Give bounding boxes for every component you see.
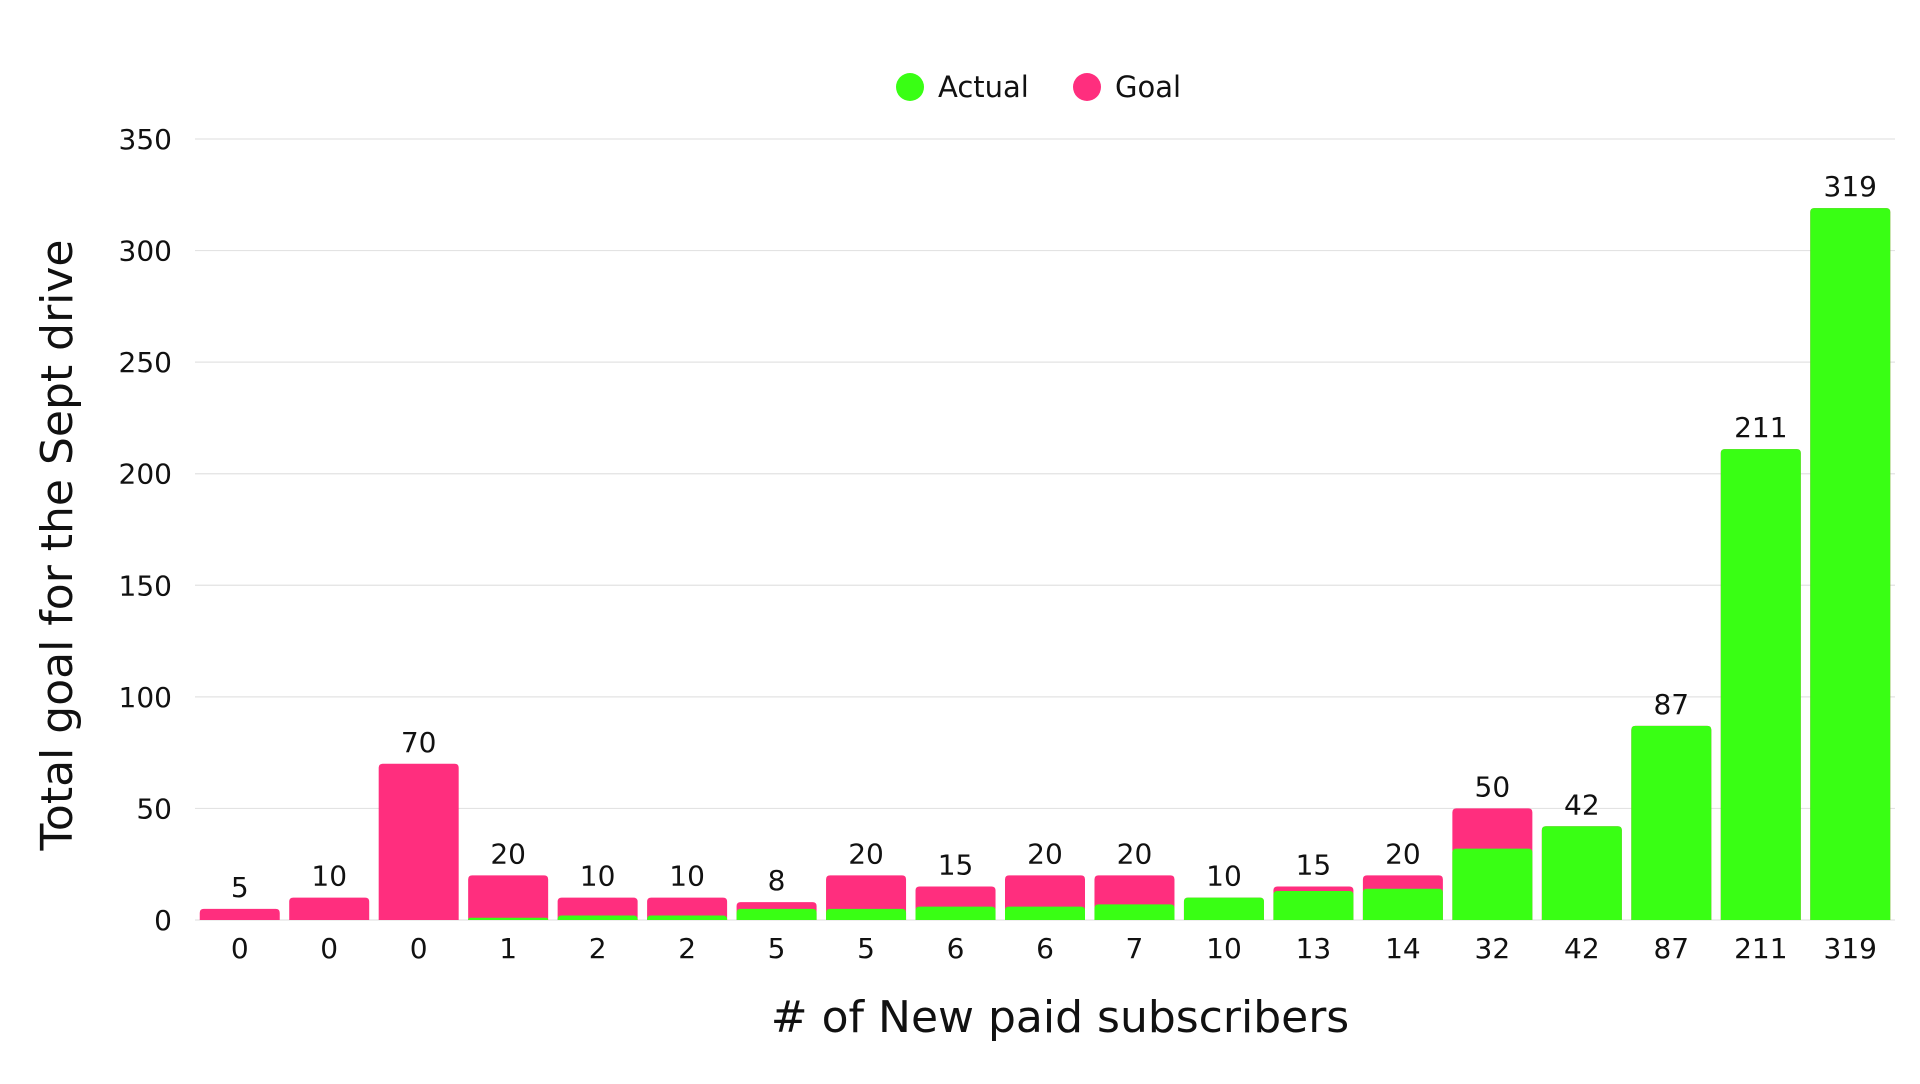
data-label: 87 [1653, 688, 1689, 721]
x-tick-label: 0 [410, 932, 428, 965]
bar-actual [1094, 904, 1175, 920]
data-label: 20 [848, 837, 884, 870]
y-tick-label: 50 [136, 792, 172, 825]
legend-label: Goal [1115, 70, 1181, 104]
bar-actual [1810, 208, 1891, 920]
x-tick-label: 1 [499, 932, 517, 965]
bar-goal [647, 897, 728, 920]
data-label: 20 [490, 837, 526, 870]
bar-actual [736, 908, 817, 920]
data-labels: 5 10 70 20 10 10 8 20 15 20 20 10 15 20 50 42 87 211 319 [231, 170, 1877, 904]
bar-actual [1362, 888, 1443, 920]
x-tick-label: 32 [1475, 932, 1511, 965]
bar-goal [557, 897, 638, 920]
bar-actual [826, 908, 907, 920]
x-tick-label: 211 [1734, 932, 1787, 965]
x-tick-label: 7 [1126, 932, 1144, 965]
data-label: 42 [1564, 788, 1600, 821]
data-label: 10 [1206, 860, 1242, 893]
bar-actual [1631, 725, 1712, 920]
bar-actual [1720, 449, 1801, 920]
data-label: 15 [938, 849, 974, 882]
x-tick-label: 5 [857, 932, 875, 965]
bar-actual [1005, 906, 1085, 920]
y-tick-label: 100 [119, 681, 172, 714]
bars [199, 208, 1891, 920]
y-axis-ticks: 0 50 100 150 200 250 300 350 [119, 123, 172, 937]
bar-actual [647, 915, 728, 920]
bar-actual [1183, 897, 1264, 920]
gridlines [195, 138, 1895, 921]
x-tick-label: 6 [1036, 932, 1054, 965]
legend: Actual Goal [896, 70, 1181, 104]
data-label: 50 [1475, 770, 1511, 803]
bar-actual [468, 917, 549, 920]
x-tick-label: 42 [1564, 932, 1600, 965]
x-tick-label: 319 [1824, 932, 1877, 965]
y-tick-label: 250 [119, 346, 172, 379]
data-label: 20 [1385, 837, 1421, 870]
data-label: 20 [1117, 837, 1153, 870]
x-tick-label: 2 [678, 932, 696, 965]
legend-label: Actual [938, 70, 1029, 104]
y-tick-label: 350 [119, 123, 172, 156]
legend-marker [896, 73, 924, 101]
data-label: 20 [1027, 837, 1063, 870]
bar-actual [1452, 848, 1533, 920]
bar-goal [378, 763, 459, 920]
data-label: 5 [231, 871, 249, 904]
x-tick-label: 6 [947, 932, 965, 965]
bar-actual [915, 906, 996, 920]
data-label: 8 [768, 864, 786, 897]
x-tick-label: 13 [1296, 932, 1332, 965]
data-label: 15 [1296, 849, 1332, 882]
bar-actual [1541, 826, 1622, 920]
data-label: 319 [1824, 170, 1877, 203]
y-tick-label: 0 [154, 904, 172, 937]
x-axis-title: # of New paid subscribers [771, 992, 1349, 1043]
x-tick-label: 0 [320, 932, 338, 965]
bar-goal [199, 908, 280, 920]
x-tick-label: 0 [231, 932, 249, 965]
bar-goal [289, 897, 370, 920]
y-tick-label: 150 [119, 569, 172, 602]
bar-goal [468, 875, 549, 920]
data-label: 10 [311, 860, 347, 893]
y-tick-label: 200 [119, 458, 172, 491]
bar-actual [1273, 890, 1354, 920]
legend-marker [1073, 73, 1101, 101]
x-axis-ticks: 0 0 0 1 2 2 5 5 6 6 7 10 13 14 32 42 87 211 319 [231, 932, 1877, 965]
x-tick-label: 87 [1653, 932, 1689, 965]
bar-actual [557, 915, 638, 920]
x-tick-label: 14 [1385, 932, 1421, 965]
y-axis-title: Total goal for the Sept drive [32, 240, 83, 852]
data-label: 70 [401, 726, 437, 759]
x-tick-label: 2 [589, 932, 607, 965]
data-label: 10 [580, 860, 616, 893]
y-tick-label: 300 [119, 235, 172, 268]
data-label: 211 [1734, 411, 1787, 444]
data-label: 10 [669, 860, 705, 893]
x-tick-label: 10 [1206, 932, 1242, 965]
x-tick-label: 5 [768, 932, 786, 965]
